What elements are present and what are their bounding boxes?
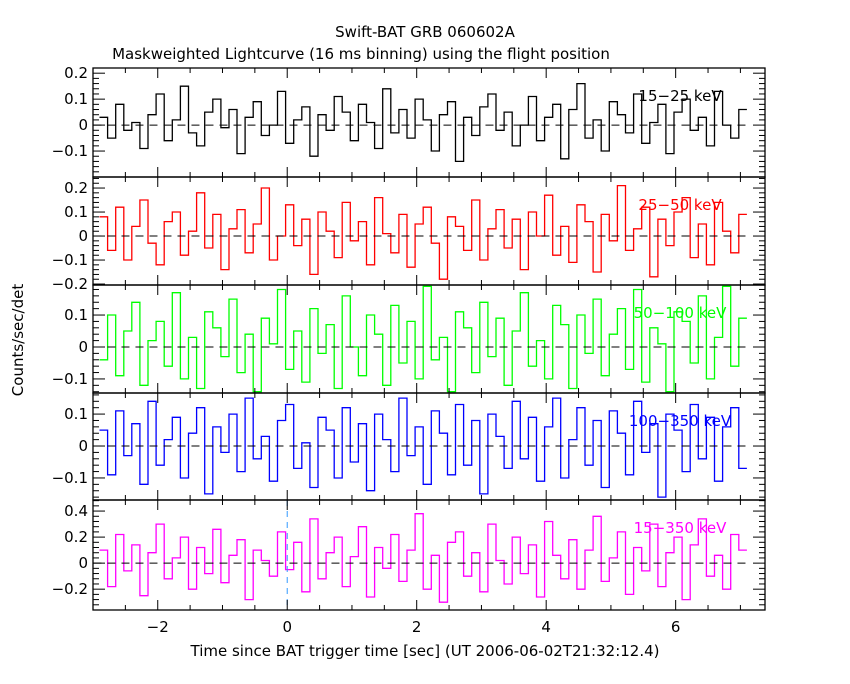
x-tick-label: −2 (147, 618, 169, 636)
series-line (99, 397, 747, 498)
y-tick-label: 0.1 (64, 90, 88, 108)
chart-title: Swift-BAT GRB 060602A (335, 23, 515, 41)
series-line (99, 82, 747, 163)
band-label: 15−350 keV (634, 519, 727, 537)
y-tick-label: 0 (78, 554, 88, 572)
y-axis-label: Counts/sec/det (9, 284, 27, 397)
panel-50-100-kev: −0.1 0 0.1 50−100 keV (52, 284, 766, 394)
x-axis-label: Time since BAT trigger time [sec] (UT 20… (190, 642, 660, 660)
y-tick-label: 0 (78, 437, 88, 455)
chart-subtitle: Maskweighted Lightcurve (16 ms binning) … (112, 45, 610, 63)
x-tick-label: 6 (671, 618, 681, 636)
y-tick-label: 0.2 (64, 179, 88, 197)
y-tick-label: −0.2 (52, 580, 88, 598)
series-line (99, 513, 747, 603)
panel-frame (92, 284, 766, 394)
panel-frame (92, 499, 766, 611)
series-line (99, 184, 747, 280)
y-tick-label: 0.4 (64, 502, 88, 520)
panel-100-350-kev: −0.1 0 0.1 100−350 keV (52, 392, 766, 501)
y-tick-label: 0 (78, 338, 88, 356)
band-label: 25−50 keV (638, 196, 722, 214)
panel-25-50-kev: −0.2 −0.1 0 0.1 0.2 25−50 keV (52, 176, 766, 293)
y-tick-label: 0.1 (64, 405, 88, 423)
y-tick-label: −0.2 (52, 275, 88, 293)
y-tick-label: −0.1 (52, 469, 88, 487)
y-tick-label: 0.2 (64, 64, 88, 82)
y-tick-label: 0 (78, 116, 88, 134)
panel-15-350-kev: −0.2 0 0.2 0.4 15−350 keV (52, 499, 766, 611)
y-tick-label: −0.1 (52, 370, 88, 388)
y-tick-label: 0.2 (64, 528, 88, 546)
x-tick-label: 0 (282, 618, 292, 636)
band-label: 50−100 keV (634, 304, 727, 322)
y-tick-label: −0.1 (52, 251, 88, 269)
panel-frame (92, 67, 766, 178)
y-tick-label: 0.1 (64, 203, 88, 221)
band-label: 100−350 keV (629, 412, 732, 430)
x-tick-label: 2 (412, 618, 422, 636)
x-tick-label: 4 (541, 618, 551, 636)
y-tick-label: 0 (78, 227, 88, 245)
y-tick-label: 0.1 (64, 306, 88, 324)
series-line (99, 285, 747, 393)
panel-15-25-kev: −0.1 0 0.1 0.2 15−25 keV (52, 64, 766, 178)
band-label: 15−25 keV (638, 87, 722, 105)
y-tick-label: −0.1 (52, 142, 88, 160)
